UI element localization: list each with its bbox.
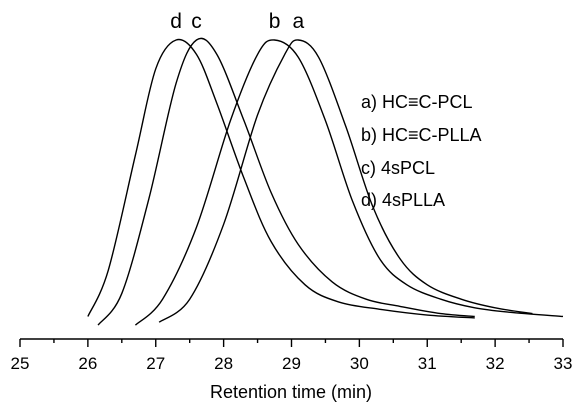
- x-tick-label: 29: [282, 354, 301, 373]
- curve-b: [134, 39, 564, 326]
- peak-label-c: c: [191, 10, 202, 33]
- curves-group: [87, 37, 564, 326]
- legend-entry-c: c) 4sPCL: [361, 158, 435, 178]
- x-tick-label: 33: [554, 354, 573, 373]
- legend-entry-a: a) HC≡C-PCL: [361, 92, 473, 112]
- x-axis-tick-labels: 25 26 27 28 29 30 31 32 33: [11, 354, 573, 373]
- curve-a: [158, 39, 533, 323]
- legend-entry-b: b) HC≡C-PLLA: [361, 125, 482, 145]
- x-tick-label: 28: [214, 354, 233, 373]
- x-tick-label: 32: [486, 354, 505, 373]
- x-tick-label: 26: [78, 354, 97, 373]
- curve-d: [87, 38, 475, 319]
- peak-label-b: b: [269, 10, 281, 33]
- x-tick-label: 30: [350, 354, 369, 373]
- x-tick-label: 25: [11, 354, 30, 373]
- legend: a) HC≡C-PCL b) HC≡C-PLLA c) 4sPCL d) 4sP…: [361, 92, 482, 210]
- x-tick-label: 31: [418, 354, 437, 373]
- peak-labels-group: ab cd: [170, 10, 304, 33]
- legend-entry-d: d) 4sPLLA: [361, 190, 445, 210]
- x-axis-ticks: [19, 339, 564, 347]
- curve-c: [97, 37, 475, 326]
- peak-label-d: d: [170, 10, 182, 33]
- x-axis-label: Retention time (min): [210, 382, 372, 402]
- peak-label-a: a: [292, 10, 304, 33]
- x-tick-label: 27: [146, 354, 165, 373]
